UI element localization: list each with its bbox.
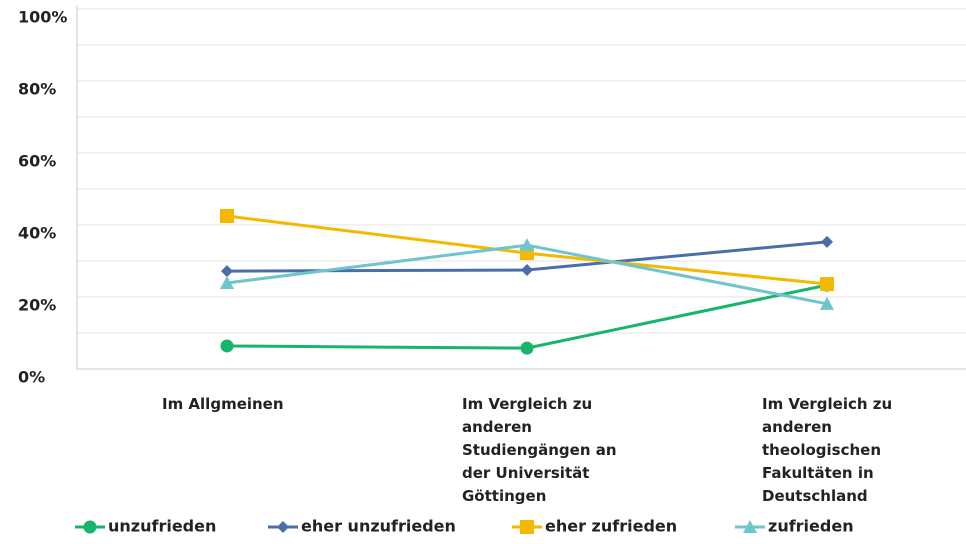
x-tick-label: Im Vergleich zu anderen Studiengängen an… [462, 395, 617, 505]
marker [277, 521, 289, 533]
x-tick-label: Im Allgmeinen [162, 395, 284, 413]
legend-label: eher unzufrieden [301, 517, 456, 536]
marker [83, 520, 97, 534]
marker [820, 296, 834, 310]
marker [220, 339, 234, 353]
legend-label: zufrieden [768, 517, 854, 536]
marker [520, 520, 534, 534]
legend-label: unzufrieden [108, 517, 216, 536]
y-tick-label: 40% [18, 224, 56, 243]
y-tick-label: 80% [18, 80, 56, 99]
x-tick-label: Im Vergleich zu anderen theologischen Fa… [762, 395, 893, 505]
legend-label: eher zufrieden [545, 517, 677, 536]
marker [221, 265, 233, 278]
marker [821, 235, 833, 248]
series-line [226, 283, 828, 350]
y-tick-label: 0% [18, 368, 45, 387]
marker [521, 264, 533, 276]
y-tick-label: 60% [18, 152, 56, 171]
y-tick-label: 20% [18, 296, 56, 315]
marker [520, 238, 534, 252]
y-tick-label: 100% [18, 8, 67, 27]
marker [220, 209, 234, 223]
marker [520, 341, 534, 355]
marker [820, 277, 834, 292]
marker [743, 520, 757, 533]
marker [220, 275, 234, 289]
